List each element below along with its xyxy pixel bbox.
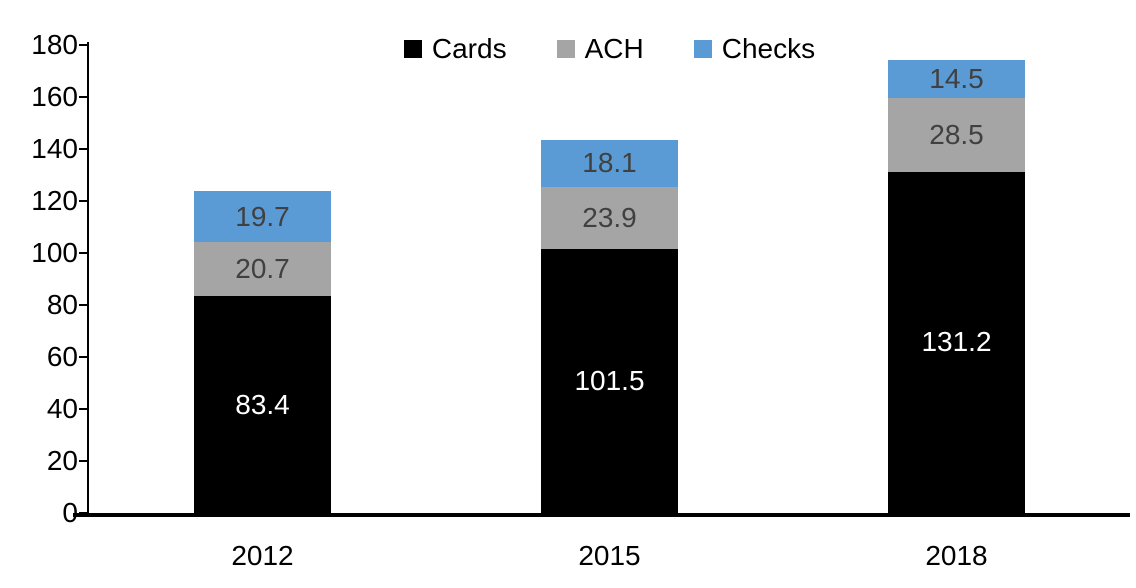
y-axis-tick: [79, 252, 87, 254]
legend-item-cards: Cards: [403, 33, 507, 64]
legend-label: Checks: [721, 33, 816, 64]
y-axis-tick: [79, 200, 87, 202]
data-label: 14.5: [929, 62, 984, 94]
chart-legend: Cards ACH Checks: [89, 34, 1130, 64]
legend-item-ach: ACH: [556, 33, 644, 64]
legend-label: ACH: [584, 33, 644, 64]
data-label: 28.5: [929, 118, 984, 150]
data-label: 23.9: [582, 202, 637, 234]
x-axis-tick-label: 2012: [231, 540, 294, 571]
y-axis-tick-label: 0: [62, 497, 78, 528]
bar-segment-ach-2015: 23.9: [541, 186, 678, 250]
y-axis-tick-label: 140: [31, 133, 78, 164]
bar-segment-cards-2015: 101.5: [541, 249, 678, 513]
plot-area: 83.4 20.7 19.7 101.5 23.9 18.1 131.2 28.5 14.5: [73, 42, 1130, 517]
x-axis-tick-label: 2018: [925, 540, 988, 571]
bar-segment-checks-2012: 19.7: [194, 191, 331, 243]
y-axis-tick: [79, 304, 87, 306]
y-axis-tick-label: 120: [31, 185, 78, 216]
bar-segment-ach-2018: 28.5: [888, 97, 1025, 172]
y-axis-line: [87, 42, 89, 517]
y-axis-tick: [79, 356, 87, 358]
y-axis-tick-label: 100: [31, 237, 78, 268]
data-label: 101.5: [574, 365, 645, 397]
y-axis-tick: [79, 148, 87, 150]
bar-segment-cards-2012: 83.4: [194, 296, 331, 513]
y-axis-tick-label: 60: [46, 341, 78, 372]
x-axis-line: [73, 513, 1130, 517]
y-axis-tick-label: 80: [46, 289, 78, 320]
x-axis-tick-label: 2015: [578, 540, 641, 571]
y-axis-tick: [79, 44, 87, 46]
bar-segment-checks-2015: 18.1: [541, 139, 678, 187]
data-label: 131.2: [921, 326, 992, 358]
data-label: 18.1: [582, 147, 637, 179]
y-axis-tick-label: 160: [31, 81, 78, 112]
data-label: 20.7: [235, 253, 290, 285]
data-label: 83.4: [235, 388, 290, 420]
bar-segment-checks-2018: 14.5: [888, 60, 1025, 98]
y-axis-tick-label: 20: [46, 445, 78, 476]
data-label: 19.7: [235, 200, 290, 232]
legend-swatch-icon: [403, 40, 422, 58]
legend-label: Cards: [431, 33, 507, 64]
bar-segment-cards-2018: 131.2: [888, 171, 1025, 513]
y-axis-tick-label: 180: [31, 29, 78, 60]
y-axis-tick: [79, 512, 87, 514]
y-axis-tick: [79, 460, 87, 462]
y-axis-tick: [79, 96, 87, 98]
legend-item-checks: Checks: [693, 33, 816, 64]
y-axis-tick-label: 40: [46, 393, 78, 424]
legend-swatch-icon: [693, 40, 712, 58]
legend-swatch-icon: [556, 40, 575, 58]
y-axis-tick: [79, 408, 87, 410]
bar-segment-ach-2012: 20.7: [194, 242, 331, 297]
